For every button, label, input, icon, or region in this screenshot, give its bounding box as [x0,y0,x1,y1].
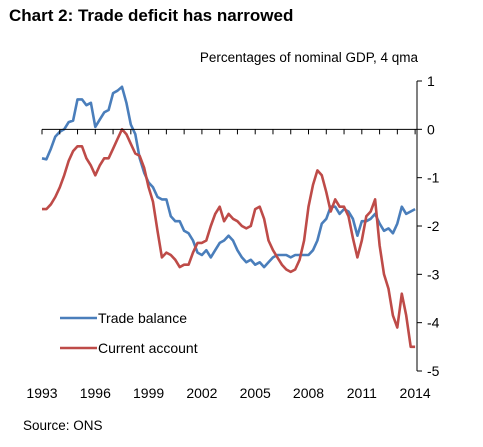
x-tick-label: 1996 [80,385,111,401]
plot-area [41,85,416,349]
x-tick-label: 2011 [347,385,377,401]
y-axis-unit-label: Percentages of nominal GDP, 4 qma [199,50,418,65]
x-tick-label: 2008 [293,385,324,401]
y-tick-label: -3 [427,266,440,282]
y-tick-label: 1 [427,73,435,89]
legend-label: Trade balance [98,310,187,326]
y-tick-label: -2 [427,218,440,234]
y-tick-label: -5 [427,363,440,379]
axes: 1 0 -1 -2 -3 -4 -5 1993 1996 1999 2002 2005 2008 2011… [26,73,439,401]
y-tick-label: -4 [427,315,440,331]
x-tick-label: 1993 [26,385,57,401]
x-tick-label: 2005 [240,385,271,401]
y-tick-label: 0 [427,121,435,137]
legend-label: Current account [98,340,198,356]
series-line-current-account [42,128,416,349]
x-tick-label: 2002 [186,385,217,401]
y-tick-label: -1 [427,170,440,186]
x-tick-label: 1999 [133,385,164,401]
chart-title: Chart 2: Trade deficit has narrowed [9,6,294,25]
legend: Trade balance Current account [60,310,198,356]
x-tick-label: 2014 [400,385,431,401]
source-note: Source: ONS [23,418,103,433]
series-line-trade-balance [41,85,416,269]
